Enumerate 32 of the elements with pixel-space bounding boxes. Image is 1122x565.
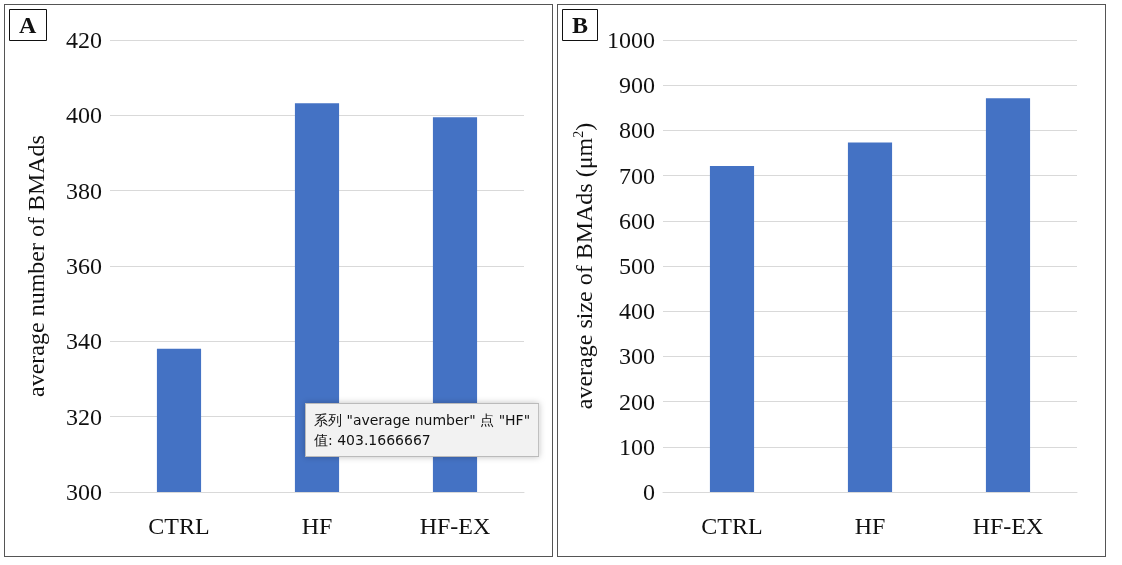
- bar: [847, 142, 893, 492]
- y-tick-label: 800: [619, 117, 655, 144]
- y-axis-title: average size of BMAds (μm2): [570, 122, 598, 410]
- y-tick-label: 380: [66, 177, 102, 204]
- y-tick-label: 0: [643, 479, 655, 505]
- annotation: 系列 "average number" 点 "HF" 值: 403.1666667: [314, 412, 531, 448]
- y-tick-label: 900: [619, 72, 655, 99]
- y-tick-label: 600: [619, 207, 655, 234]
- y-tick-label: 200: [619, 388, 655, 415]
- y-tick-label: 400: [66, 102, 102, 129]
- y-tick-label: 340: [66, 328, 102, 355]
- x-tick-label: HF-EX: [972, 513, 1044, 539]
- y-tick-label: 1000: [607, 27, 655, 53]
- bar: [709, 166, 755, 492]
- y-axis-title: average number of BMAds: [23, 135, 49, 397]
- x-tick-label: CTRL: [148, 513, 210, 539]
- bar: [985, 98, 1031, 492]
- y-tick-label: 300: [66, 479, 102, 505]
- x-tick-label: HF-EX: [419, 513, 491, 539]
- y-tick-label: 700: [619, 162, 655, 189]
- y-tick-label: 500: [619, 253, 655, 279]
- y-tick-label: 100: [619, 433, 655, 460]
- chart-title: A: [19, 12, 37, 38]
- y-tick-label: 400: [619, 298, 655, 325]
- x-tick-label: CTRL: [701, 513, 763, 539]
- chart-title: B: [572, 12, 589, 38]
- y-tick-label: 360: [66, 253, 102, 279]
- y-tick-label: 300: [619, 343, 655, 370]
- x-tick-label: HF: [301, 513, 333, 539]
- x-tick-label: HF: [854, 513, 886, 539]
- y-tick-label: 420: [66, 27, 102, 53]
- y-tick-label: 320: [66, 403, 102, 430]
